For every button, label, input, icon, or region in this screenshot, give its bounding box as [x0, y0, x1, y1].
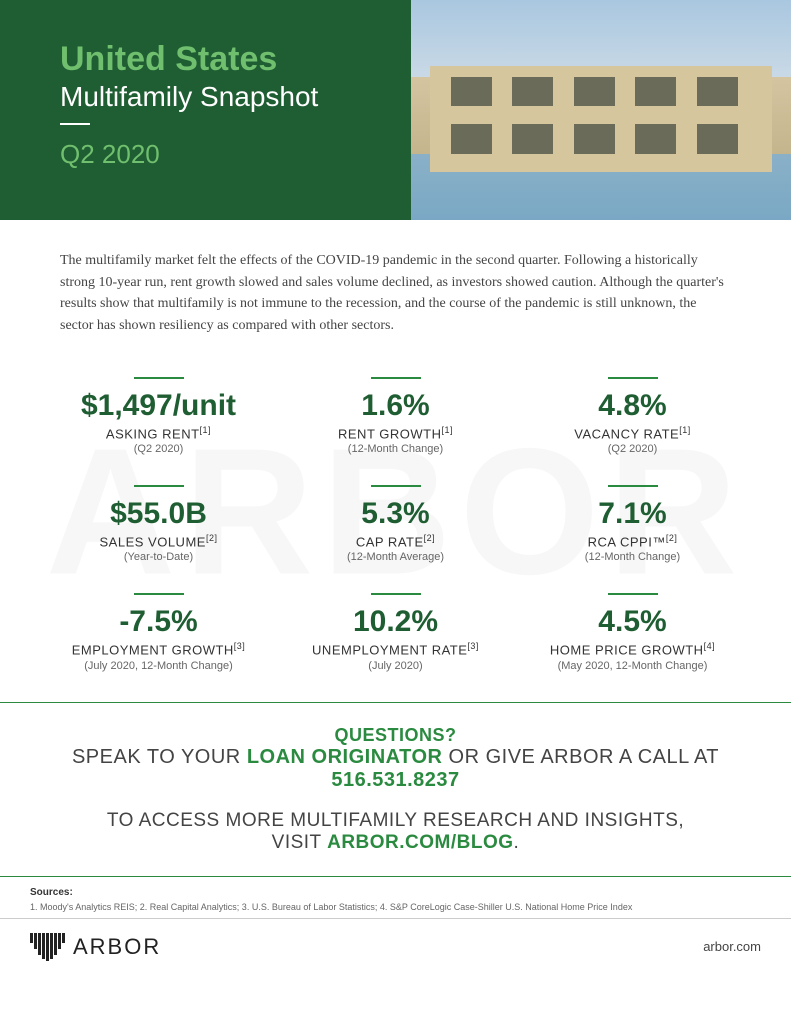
stat-label: RCA CPPI™[2]	[534, 533, 731, 549]
stats-grid: $1,497/unit ASKING RENT[1] (Q2 2020) 1.6…	[0, 357, 791, 702]
cta-block: QUESTIONS? SPEAK TO YOUR LOAN ORIGINATOR…	[0, 702, 791, 877]
stat-sub: (12-Month Change)	[297, 443, 494, 455]
stat-value: 4.8%	[534, 389, 731, 423]
stat-cap-rate: 5.3% CAP RATE[2] (12-Month Average)	[297, 485, 494, 563]
stat-value: 5.3%	[297, 497, 494, 531]
stat-sub: (12-Month Average)	[297, 551, 494, 563]
stat-label: CAP RATE[2]	[297, 533, 494, 549]
stat-label: SALES VOLUME[2]	[60, 533, 257, 549]
stat-label: EMPLOYMENT GROWTH[3]	[60, 641, 257, 657]
phone-link[interactable]: 516.531.8237	[331, 769, 459, 791]
header-panel: United States Multifamily Snapshot Q2 20…	[0, 0, 411, 220]
stat-value: 7.1%	[534, 497, 731, 531]
arbor-logo-text: ARBOR	[73, 934, 161, 960]
header-rule	[60, 123, 90, 125]
stat-sub: (Q2 2020)	[534, 443, 731, 455]
arbor-logo: ARBOR	[30, 933, 161, 961]
stat-asking-rent: $1,497/unit ASKING RENT[1] (Q2 2020)	[60, 377, 257, 455]
stat-rca-cppi: 7.1% RCA CPPI™[2] (12-Month Change)	[534, 485, 731, 563]
stat-label: UNEMPLOYMENT RATE[3]	[297, 641, 494, 657]
stat-unemployment-rate: 10.2% UNEMPLOYMENT RATE[3] (July 2020)	[297, 593, 494, 671]
header-photo	[411, 0, 791, 220]
footer: ARBOR arbor.com	[0, 919, 791, 975]
footer-url[interactable]: arbor.com	[703, 939, 761, 954]
sources-block: Sources: 1. Moody's Analytics REIS; 2. R…	[0, 877, 791, 919]
header: United States Multifamily Snapshot Q2 20…	[0, 0, 791, 220]
stat-sub: (July 2020, 12-Month Change)	[60, 660, 257, 672]
header-title: United States	[60, 40, 411, 79]
stat-sub: (12-Month Change)	[534, 551, 731, 563]
loan-originator-link[interactable]: LOAN ORIGINATOR	[247, 746, 443, 768]
stat-value: $55.0B	[60, 497, 257, 531]
stat-label: ASKING RENT[1]	[60, 425, 257, 441]
blog-link[interactable]: ARBOR.COM/BLOG	[327, 832, 513, 853]
stat-label: RENT GROWTH[1]	[297, 425, 494, 441]
header-period: Q2 2020	[60, 139, 411, 170]
stat-label: HOME PRICE GROWTH[4]	[534, 641, 731, 657]
sources-heading: Sources:	[30, 887, 761, 898]
stat-label: VACANCY RATE[1]	[534, 425, 731, 441]
cta-questions: QUESTIONS?	[30, 725, 761, 746]
sources-text: 1. Moody's Analytics REIS; 2. Real Capit…	[30, 902, 761, 912]
stat-sub: (Year-to-Date)	[60, 551, 257, 563]
stat-sub: (July 2020)	[297, 660, 494, 672]
stat-value: 10.2%	[297, 605, 494, 639]
header-subtitle: Multifamily Snapshot	[60, 81, 411, 113]
stat-sub: (May 2020, 12-Month Change)	[534, 660, 731, 672]
stat-vacancy-rate: 4.8% VACANCY RATE[1] (Q2 2020)	[534, 377, 731, 455]
stat-value: 1.6%	[297, 389, 494, 423]
stat-rent-growth: 1.6% RENT GROWTH[1] (12-Month Change)	[297, 377, 494, 455]
stat-sales-volume: $55.0B SALES VOLUME[2] (Year-to-Date)	[60, 485, 257, 563]
stat-value: -7.5%	[60, 605, 257, 639]
cta-speak-line: SPEAK TO YOUR LOAN ORIGINATOR OR GIVE AR…	[30, 746, 761, 792]
stat-home-price-growth: 4.5% HOME PRICE GROWTH[4] (May 2020, 12-…	[534, 593, 731, 671]
cta-access-line: TO ACCESS MORE MULTIFAMILY RESEARCH AND …	[30, 810, 761, 832]
intro-paragraph: The multifamily market felt the effects …	[0, 220, 791, 357]
stat-sub: (Q2 2020)	[60, 443, 257, 455]
arbor-logo-icon	[30, 933, 65, 961]
stat-value: $1,497/unit	[60, 389, 257, 423]
stat-employment-growth: -7.5% EMPLOYMENT GROWTH[3] (July 2020, 1…	[60, 593, 257, 671]
cta-visit-line: VISIT ARBOR.COM/BLOG.	[30, 832, 761, 854]
stat-value: 4.5%	[534, 605, 731, 639]
